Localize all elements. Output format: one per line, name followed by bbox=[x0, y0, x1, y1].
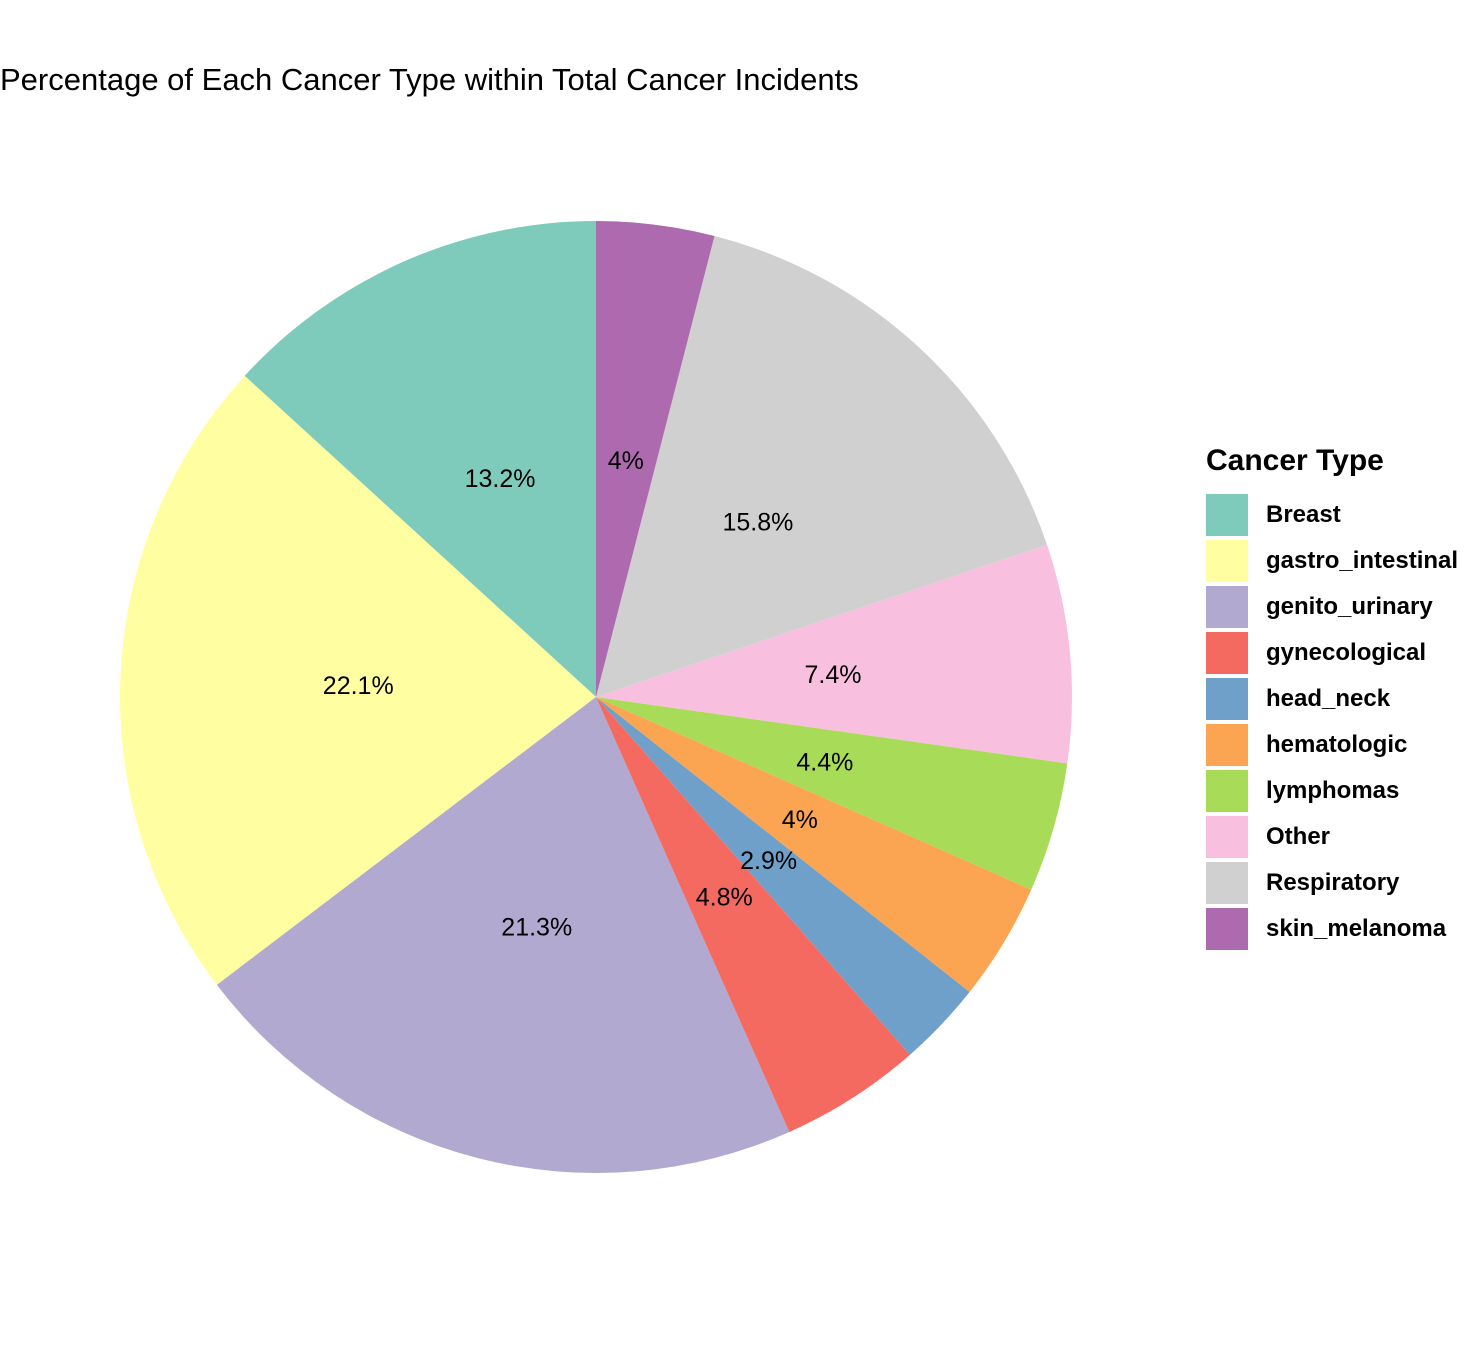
legend-swatch bbox=[1206, 540, 1248, 582]
pie-slice-skin-melanoma bbox=[596, 221, 715, 697]
legend-label: head_neck bbox=[1266, 685, 1391, 712]
legend-item-genito-urinary: genito_urinary bbox=[1206, 584, 1458, 630]
slice-label-skin-melanoma: 4% bbox=[608, 447, 644, 475]
slice-label-gastro-intestinal: 22.1% bbox=[323, 672, 394, 700]
pie-slice-gastro-intestinal bbox=[119, 375, 596, 985]
slice-label-genito-urinary: 21.3% bbox=[501, 914, 572, 942]
legend-item-gastro-intestinal: gastro_intestinal bbox=[1206, 538, 1458, 584]
pie-slice-other bbox=[596, 544, 1073, 764]
legend-item-other: Other bbox=[1206, 814, 1458, 860]
legend-title: Cancer Type bbox=[1206, 444, 1384, 477]
legend-swatch bbox=[1206, 724, 1248, 766]
legend-swatch bbox=[1206, 908, 1248, 950]
slice-label-breast: 13.2% bbox=[465, 465, 536, 493]
pie-slice-head-neck bbox=[596, 697, 970, 1055]
slice-label-lymphomas: 4.4% bbox=[796, 748, 853, 776]
legend-label: genito_urinary bbox=[1266, 593, 1433, 620]
pie-slice-respiratory bbox=[596, 235, 1048, 698]
legend-swatch bbox=[1206, 678, 1248, 720]
pie-slices bbox=[119, 221, 1073, 1174]
pie-slice-lymphomas bbox=[596, 697, 1068, 890]
slice-label-respiratory: 15.8% bbox=[723, 509, 794, 537]
slice-label-hematologic: 4% bbox=[782, 806, 818, 834]
slice-label-other: 7.4% bbox=[804, 661, 861, 689]
pie-slice-hematologic bbox=[596, 697, 1032, 992]
legend-item-skin-melanoma: skin_melanoma bbox=[1206, 906, 1458, 952]
pie-chart: 13.2% 22.1% 21.3% 4.8% 2.9% 4% 4.4% 7.4% 15.8% 4% bbox=[119, 221, 1073, 1174]
legend-item-gynecological: gynecological bbox=[1206, 630, 1458, 676]
legend-swatch bbox=[1206, 862, 1248, 904]
legend-swatch bbox=[1206, 586, 1248, 628]
slice-label-gynecological: 4.8% bbox=[696, 883, 753, 911]
pie-slice-breast bbox=[244, 221, 596, 697]
legend-label: skin_melanoma bbox=[1266, 915, 1447, 942]
pie-slice-genito-urinary bbox=[216, 697, 790, 1174]
slice-label-head-neck: 2.9% bbox=[740, 847, 797, 875]
legend-label: Other bbox=[1266, 823, 1331, 850]
legend-swatch bbox=[1206, 816, 1248, 858]
legend-swatch bbox=[1206, 494, 1248, 536]
pie-labels: 13.2% 22.1% 21.3% 4.8% 2.9% 4% 4.4% 7.4% 15.8% 4% bbox=[323, 447, 862, 942]
legend-label: gastro_intestinal bbox=[1266, 547, 1459, 574]
chart-title: Percentage of Each Cancer Type within To… bbox=[0, 62, 859, 97]
legend-swatch bbox=[1206, 632, 1248, 674]
legend-item-lymphomas: lymphomas bbox=[1206, 768, 1458, 814]
legend-label: Breast bbox=[1266, 501, 1341, 528]
legend-label: lymphomas bbox=[1266, 777, 1400, 804]
legend-label: gynecological bbox=[1266, 639, 1427, 666]
legend-item-hematologic: hematologic bbox=[1206, 722, 1458, 768]
pie-slice-gynecological bbox=[596, 697, 910, 1132]
legend-item-head-neck: head_neck bbox=[1206, 676, 1458, 722]
legend-item-breast: Breast bbox=[1206, 492, 1458, 538]
legend-label: hematologic bbox=[1266, 731, 1408, 758]
legend-item-respiratory: Respiratory bbox=[1206, 860, 1458, 906]
legend-swatch bbox=[1206, 770, 1248, 812]
legend-label: Respiratory bbox=[1266, 869, 1400, 896]
